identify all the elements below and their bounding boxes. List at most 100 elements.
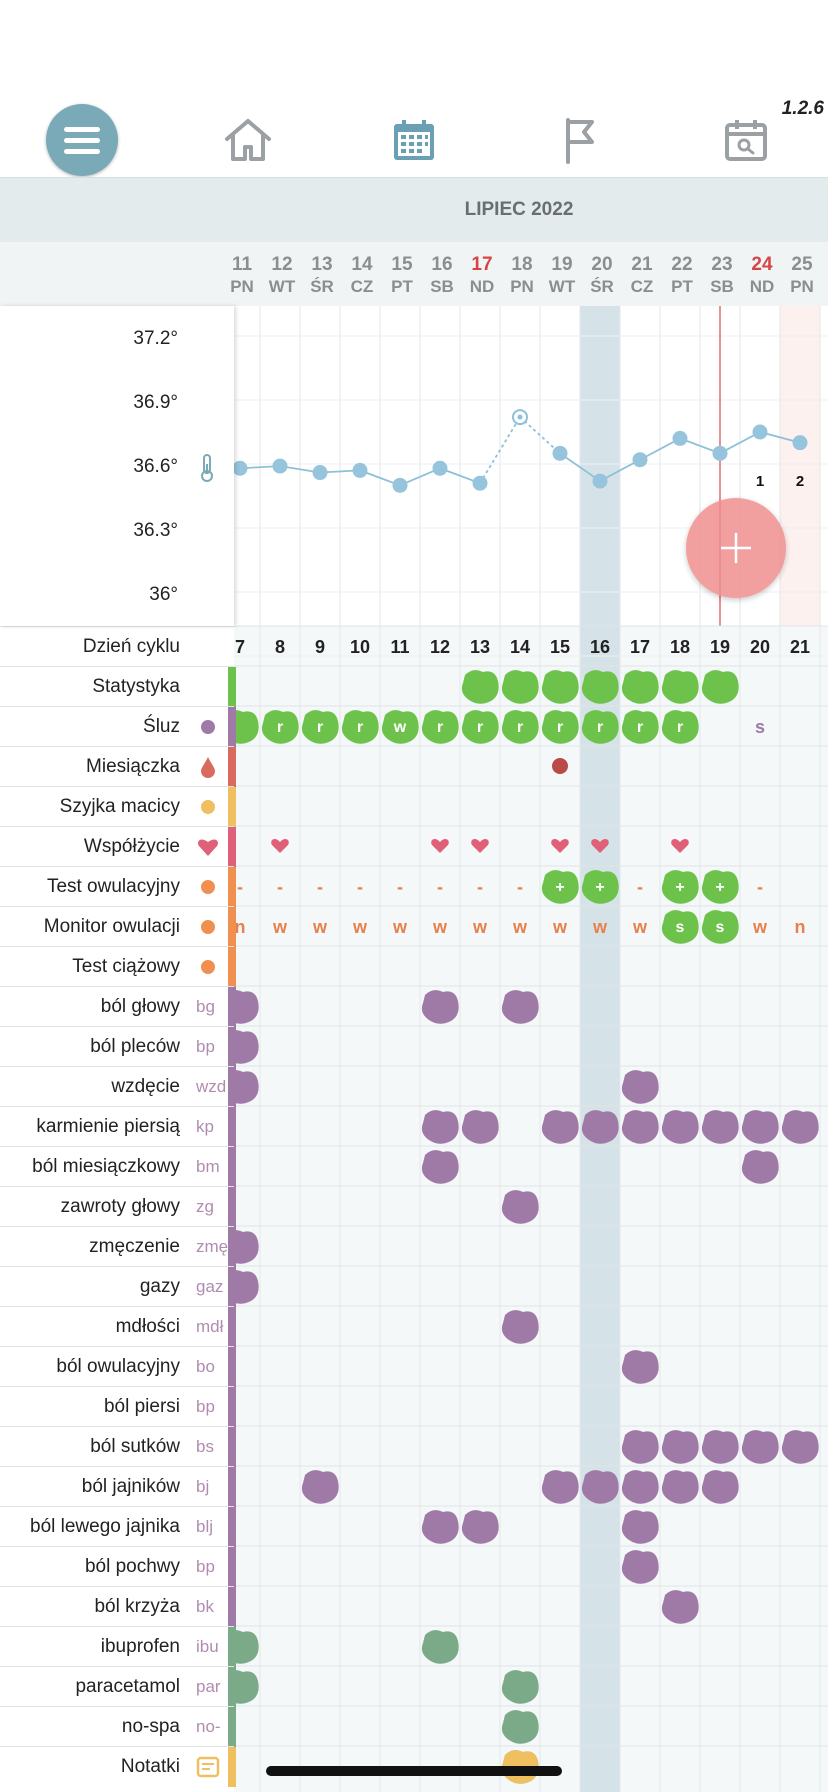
row-abbreviation: bm [196, 1157, 220, 1176]
intercourse-heart [431, 838, 449, 853]
day-header-16[interactable]: 16 SB [422, 242, 462, 306]
day-header-14[interactable]: 14 CZ [342, 242, 382, 306]
row-header[interactable]: karmienie piersią kp [0, 1106, 236, 1147]
menu-button[interactable] [46, 104, 118, 176]
marker-blob [621, 670, 659, 704]
blob-shape [301, 710, 339, 744]
row-header[interactable]: zmęczenie zmę [0, 1226, 236, 1267]
day-header-21[interactable]: 21 CZ [622, 242, 662, 306]
row-header[interactable]: ból sutków bs [0, 1426, 236, 1467]
row-label: Monitor owulacji [43, 916, 180, 937]
blob-shape [461, 1110, 499, 1144]
row-abbreviation: bg [196, 997, 215, 1016]
row-header[interactable]: ból krzyża bk [0, 1586, 236, 1627]
flag-button[interactable] [544, 104, 616, 176]
row-header[interactable]: ból piersi bp [0, 1386, 236, 1427]
day-header-12[interactable]: 12 WT [262, 242, 302, 306]
marker-blob: r [261, 710, 299, 744]
marker-blob [501, 1190, 539, 1224]
row-color-strip [228, 667, 236, 707]
temperature-point [272, 458, 288, 474]
row-header[interactable]: Szyjka macicy [0, 786, 236, 827]
day-header-24[interactable]: 24 ND [742, 242, 782, 306]
row-header[interactable]: ból lewego jajnika blj [0, 1506, 236, 1547]
marker-blob [741, 1430, 779, 1464]
day-header-11[interactable]: 11 PN [222, 242, 262, 306]
marker-blob: s [701, 910, 739, 944]
row-header[interactable]: no-spa no- [0, 1706, 236, 1747]
row-label: karmienie piersią [36, 1116, 180, 1137]
marker-blob [661, 1430, 699, 1464]
blob-shape [421, 1510, 459, 1544]
marker-blob [661, 670, 699, 704]
row-header[interactable]: Statystyka [0, 666, 236, 707]
row-header[interactable]: ból pleców bp [0, 1026, 236, 1067]
period-dot [552, 758, 568, 774]
row-header[interactable]: Dzień cyklu [0, 626, 234, 667]
day-header-23[interactable]: 23 SB [702, 242, 742, 306]
row-header[interactable]: ból pochwy bp [0, 1546, 236, 1587]
row-header[interactable]: Test owulacyjny [0, 866, 236, 907]
temperature-point [712, 445, 728, 461]
blob-label: r [477, 719, 483, 736]
row-color-strip [228, 1427, 236, 1467]
row-header[interactable]: Śluz [0, 706, 236, 747]
home-button[interactable] [212, 104, 284, 176]
row-header[interactable]: mdłości mdł [0, 1306, 236, 1347]
marker-blob [234, 1230, 259, 1264]
blob-shape [461, 1510, 499, 1544]
row-header[interactable]: ból owulacyjny bo [0, 1346, 236, 1387]
calendar-search-button[interactable] [710, 104, 782, 176]
temp-tick: 37.2° [133, 328, 178, 349]
weekday-label: ŚR [310, 277, 334, 296]
blob-label: r [557, 719, 563, 736]
marker-blob [501, 670, 539, 704]
row-header[interactable]: Notatki [0, 1746, 236, 1787]
add-entry-button[interactable] [686, 498, 786, 598]
day-number: 20 [591, 254, 613, 275]
row-header[interactable]: ból jajników bj [0, 1466, 236, 1507]
day-header-20[interactable]: 20 ŚR [582, 242, 622, 306]
row-header[interactable]: ból miesiączkowy bm [0, 1146, 236, 1187]
marker-blob: r [421, 710, 459, 744]
day-number: 24 [751, 254, 773, 275]
calendar-button[interactable] [378, 104, 450, 176]
marker-blob [581, 1110, 619, 1144]
row-header[interactable]: ibuprofen ibu [0, 1626, 236, 1667]
plus-icon [721, 533, 751, 563]
row-header[interactable]: paracetamol par [0, 1666, 236, 1707]
day-header-19[interactable]: 19 WT [542, 242, 582, 306]
row-header[interactable]: Współżycie [0, 826, 236, 867]
marker-blob [621, 1070, 659, 1104]
day-header-22[interactable]: 22 PT [662, 242, 702, 306]
ovulation-monitor-value: w [272, 917, 288, 937]
day-header-18[interactable]: 18 PN [502, 242, 542, 306]
blob-shape [581, 1470, 619, 1504]
marker-blob [621, 1550, 659, 1584]
day-number: 25 [791, 254, 813, 275]
temp-tick: 36.3° [133, 520, 178, 541]
row-label: wzdęcie [111, 1076, 180, 1097]
row-header[interactable]: Miesiączka [0, 746, 236, 787]
marker-blob [621, 1510, 659, 1544]
row-abbreviation: bk [196, 1597, 214, 1616]
day-header-25[interactable]: 25 PN [782, 242, 822, 306]
hamburger-icon [64, 138, 100, 143]
day-header-17[interactable]: 17 ND [462, 242, 502, 306]
blob-shape [621, 1110, 659, 1144]
temperature-line-segment [719, 431, 761, 455]
row-header[interactable]: ból głowy bg [0, 986, 236, 1027]
blob-shape [234, 710, 259, 744]
day-header-15[interactable]: 15 PT [382, 242, 422, 306]
row-abbreviation: mdł [196, 1317, 224, 1336]
row-header[interactable]: gazy gaz [0, 1266, 236, 1307]
row-header[interactable]: Monitor owulacji [0, 906, 236, 947]
row-header[interactable]: Test ciążowy [0, 946, 236, 987]
blob-shape [621, 1350, 659, 1384]
day-header-13[interactable]: 13 ŚR [302, 242, 342, 306]
row-header[interactable]: wzdęcie wzd [0, 1066, 236, 1107]
weekday-label: PN [510, 277, 534, 296]
row-label: paracetamol [75, 1676, 180, 1697]
row-label: ból owulacyjny [56, 1356, 180, 1377]
row-header[interactable]: zawroty głowy zg [0, 1186, 236, 1227]
